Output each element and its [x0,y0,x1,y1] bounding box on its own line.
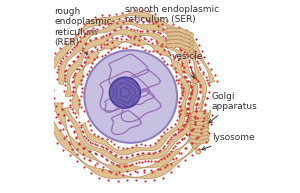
Text: vesicle: vesicle [172,52,203,78]
Circle shape [110,77,140,108]
Polygon shape [190,122,209,129]
Polygon shape [166,44,194,53]
Polygon shape [166,40,194,50]
Polygon shape [55,96,205,172]
Polygon shape [189,130,209,136]
Polygon shape [64,85,198,164]
Circle shape [84,50,177,143]
Circle shape [193,79,198,84]
Polygon shape [166,28,194,38]
Polygon shape [190,111,208,118]
Polygon shape [65,29,198,138]
Polygon shape [189,137,210,144]
Polygon shape [72,38,189,117]
Polygon shape [189,133,209,140]
Polygon shape [189,126,209,133]
Text: rough
endoplasmic
reticulum
(RER): rough endoplasmic reticulum (RER) [55,7,112,55]
Polygon shape [59,21,207,109]
Text: Golgi
apparatus: Golgi apparatus [209,92,257,123]
Polygon shape [46,89,211,179]
Circle shape [196,149,201,154]
Polygon shape [166,32,194,42]
Polygon shape [52,12,215,83]
Circle shape [192,143,197,148]
Text: lysosome: lysosome [202,134,254,150]
Polygon shape [83,77,189,155]
Text: smooth endoplasmic
reticulum (SER): smooth endoplasmic reticulum (SER) [125,5,219,32]
Polygon shape [190,119,209,125]
Polygon shape [166,36,194,46]
Polygon shape [190,115,208,122]
